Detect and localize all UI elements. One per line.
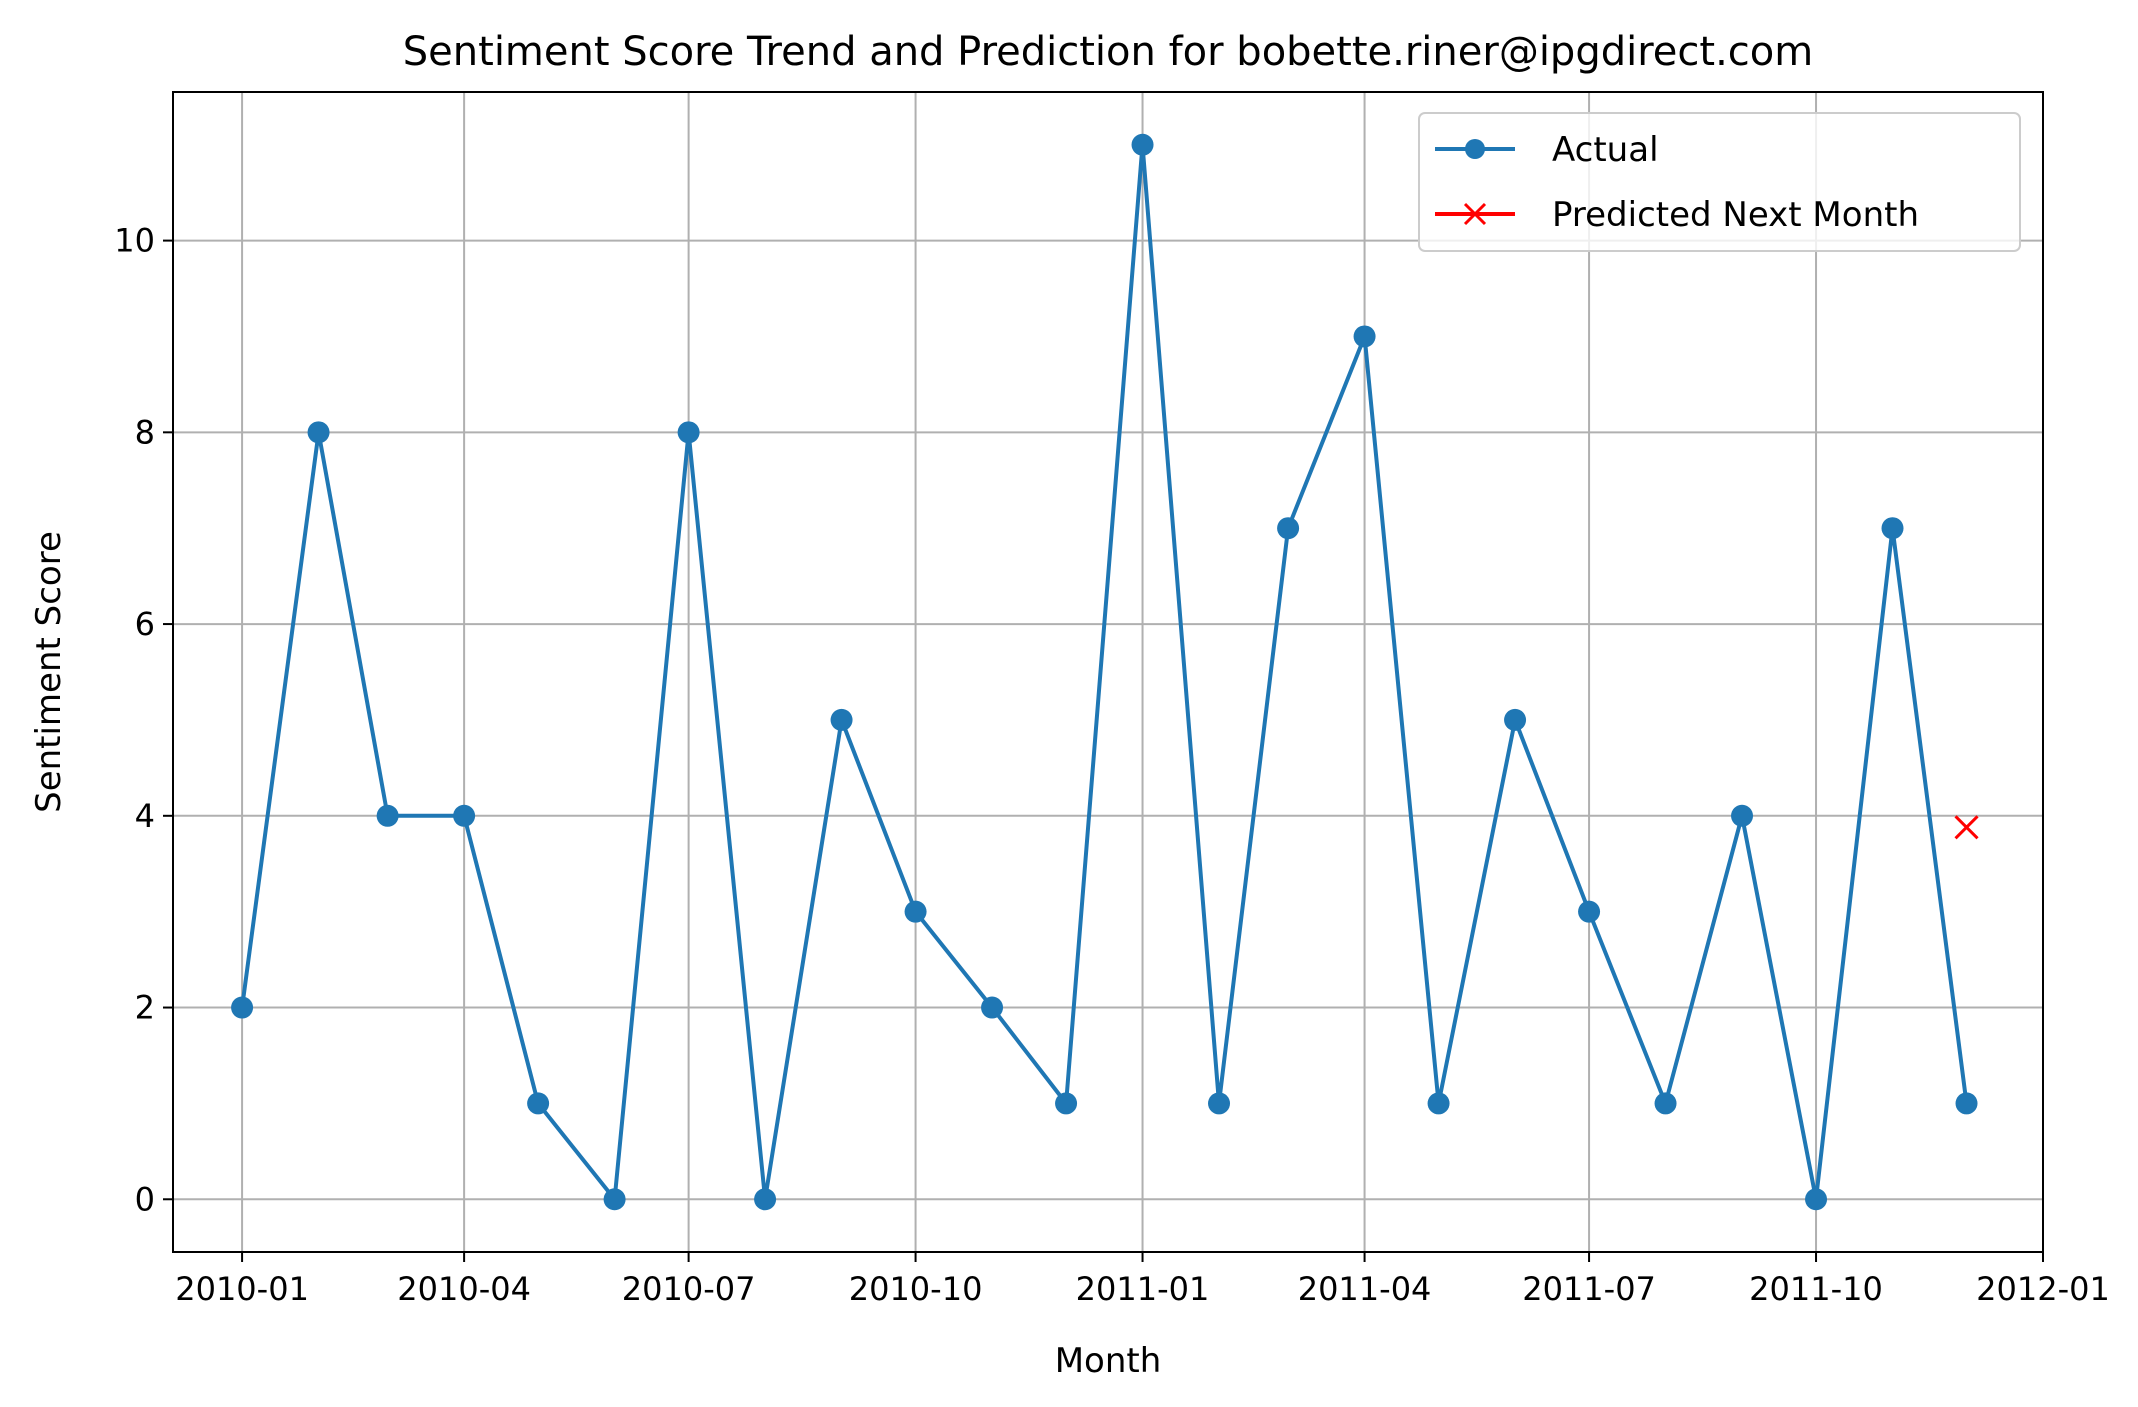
actual-point [1353,325,1376,348]
actual-point [1881,517,1904,540]
legend-predicted-marker [1463,202,1487,226]
predicted-point-stroke [1954,815,1979,840]
actual-point [1731,804,1754,827]
chart-title: Sentiment Score Trend and Prediction for… [403,29,1813,75]
predicted-point [1954,815,1979,840]
x-axis-label: Month [1055,1341,1162,1381]
x-tick-label: 2011-07 [1522,1270,1656,1308]
grid-layer [173,92,2044,1252]
x-tick-label: 2012-01 [1976,1270,2110,1308]
actual-point [1208,1092,1231,1115]
x-axis: 2010-01 2010-04 2010-07 2010-10 2011-01 2011-… [175,1252,2110,1308]
actual-point [1504,708,1527,731]
actual-point [1578,900,1601,923]
actual-point [1427,1092,1450,1115]
actual-point [981,996,1004,1019]
y-axis-label: Sentiment Score [29,531,69,813]
actual-point [1055,1092,1078,1115]
actual-point [904,900,927,923]
actual-point [603,1188,626,1211]
y-tick-label: 2 [135,989,155,1027]
actual-point [527,1092,550,1115]
legend-actual-marker [1465,139,1485,159]
legend-predicted-label: Predicted Next Month [1552,195,1919,235]
x-tick-label: 2010-10 [849,1270,983,1308]
x-tick-label: 2010-04 [397,1270,531,1308]
plot-frame [172,91,2044,1253]
actual-point [1277,517,1300,540]
y-tick-label: 6 [135,605,155,643]
actual-point [231,996,254,1019]
actual-point [830,708,853,731]
actual-point [1131,133,1154,156]
actual-point [376,804,399,827]
x-tick-label: 2011-04 [1298,1270,1432,1308]
y-axis: 0 2 4 6 8 10 [114,222,173,1218]
x-tick-label: 2010-01 [175,1270,309,1308]
actual-series-line [240,142,1969,1202]
y-tick-label: 10 [114,222,155,260]
actual-point [453,804,476,827]
actual-point [677,421,700,444]
legend: Actual Predicted Next Month [1418,112,2021,252]
x-tick-label: 2010-07 [622,1270,756,1308]
y-tick-label: 0 [135,1180,155,1218]
legend-box [1418,112,2021,252]
y-tick-label: 4 [135,797,155,835]
actual-point [307,421,330,444]
y-tick-label: 8 [135,413,155,451]
actual-point [1805,1188,1828,1211]
series-layer [231,133,1979,1211]
actual-point [754,1188,777,1211]
x-tick-label: 2011-10 [1749,1270,1883,1308]
legend-actual-label: Actual [1552,130,1659,170]
x-tick-label: 2011-01 [1076,1270,1210,1308]
actual-point [1654,1092,1677,1115]
actual-point [1955,1092,1978,1115]
